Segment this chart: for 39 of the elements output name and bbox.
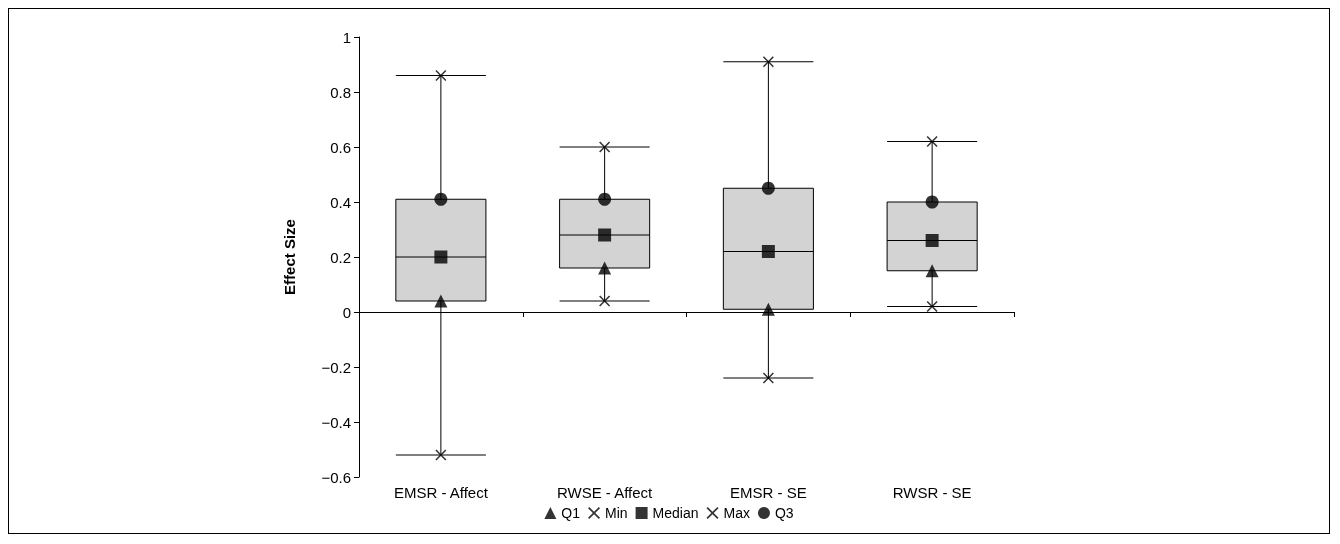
point: [761, 302, 775, 316]
point: [434, 250, 448, 264]
legend-label: Median: [652, 505, 699, 521]
y-tick-label: 0: [342, 303, 351, 321]
y-tick-label: 0.4: [330, 193, 351, 211]
legend-label: Max: [723, 505, 750, 521]
point: [598, 261, 612, 275]
point: [761, 181, 775, 195]
point: [598, 228, 612, 242]
point: [434, 294, 448, 308]
y-tick-label: 1: [342, 28, 351, 46]
y-axis-title: Effect Size: [281, 219, 298, 295]
point: [925, 195, 939, 209]
y-tick-label: 0.6: [330, 138, 351, 156]
point: [762, 56, 774, 68]
point: [435, 70, 447, 81]
x-tick-label: RWSR - SE: [892, 484, 972, 501]
legend-label: Min: [605, 505, 628, 521]
point: [434, 192, 448, 206]
point: [599, 295, 611, 307]
point: [925, 234, 939, 247]
point: [925, 264, 939, 278]
x-tick-label: EMSR - Affect: [393, 484, 489, 501]
x-tick-label: RWSE - Affect: [556, 484, 654, 501]
point: [435, 449, 447, 461]
point: [926, 136, 938, 147]
point: [762, 372, 774, 384]
y-tick-label: 0.8: [330, 83, 351, 101]
point: [926, 301, 938, 312]
legend-label: Q3: [774, 505, 794, 521]
legend-label: Q1: [561, 505, 581, 521]
point: [599, 141, 611, 153]
x-tick-label: EMSR - SE: [730, 484, 807, 501]
y-tick-label: −0.4: [321, 413, 351, 431]
y-tick-label: 0.2: [330, 248, 351, 266]
point: [598, 192, 612, 206]
y-tick-label: −0.6: [321, 468, 351, 486]
y-tick-label: −0.2: [321, 358, 351, 376]
point: [761, 245, 775, 258]
